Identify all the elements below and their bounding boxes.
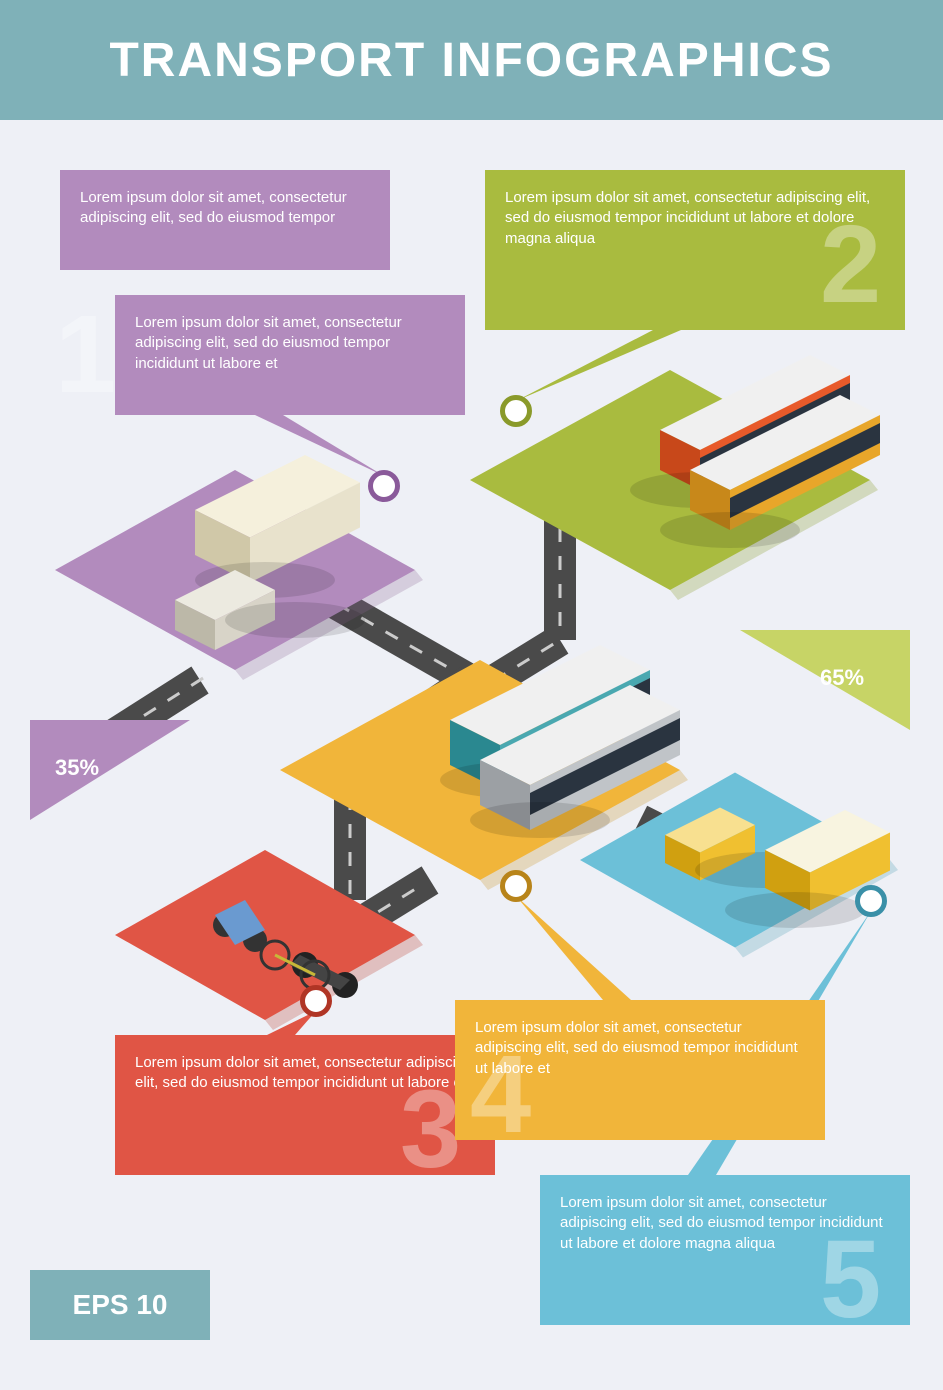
eps-badge: EPS 10 [30,1270,210,1340]
percent-right-label: 65% [820,665,864,691]
section-4-marker [500,870,532,902]
section-3-number: 3 [400,1075,461,1185]
section-2-text-1: Lorem ipsum dolor sit amet, consectetur … [505,189,870,247]
section-1-textbox-1: Lorem ipsum dolor sit amet, consectetur … [60,170,390,270]
section-1-text-2: Lorem ipsum dolor sit amet, consectetur … [135,314,402,372]
section-5-marker [855,885,887,917]
section-4-number: 4 [470,1040,531,1150]
section-5-number: 5 [820,1225,881,1335]
section-1-marker [368,470,400,502]
section-1-textbox-2: Lorem ipsum dolor sit amet, consectetur … [115,295,465,415]
percent-left-label: 35% [55,755,99,781]
section-1-number: 1 [55,300,116,410]
section-1-text-1: Lorem ipsum dolor sit amet, consectetur … [80,189,347,226]
infographic-canvas: TRANSPORT INFOGRAPHICS Lorem ipsum dolor… [0,0,943,1390]
overlay-layer: Lorem ipsum dolor sit amet, consectetur … [0,0,943,1390]
section-3-marker [300,985,332,1017]
eps-badge-label: EPS 10 [73,1289,168,1321]
section-2-marker [500,395,532,427]
section-2-number: 2 [820,210,881,320]
